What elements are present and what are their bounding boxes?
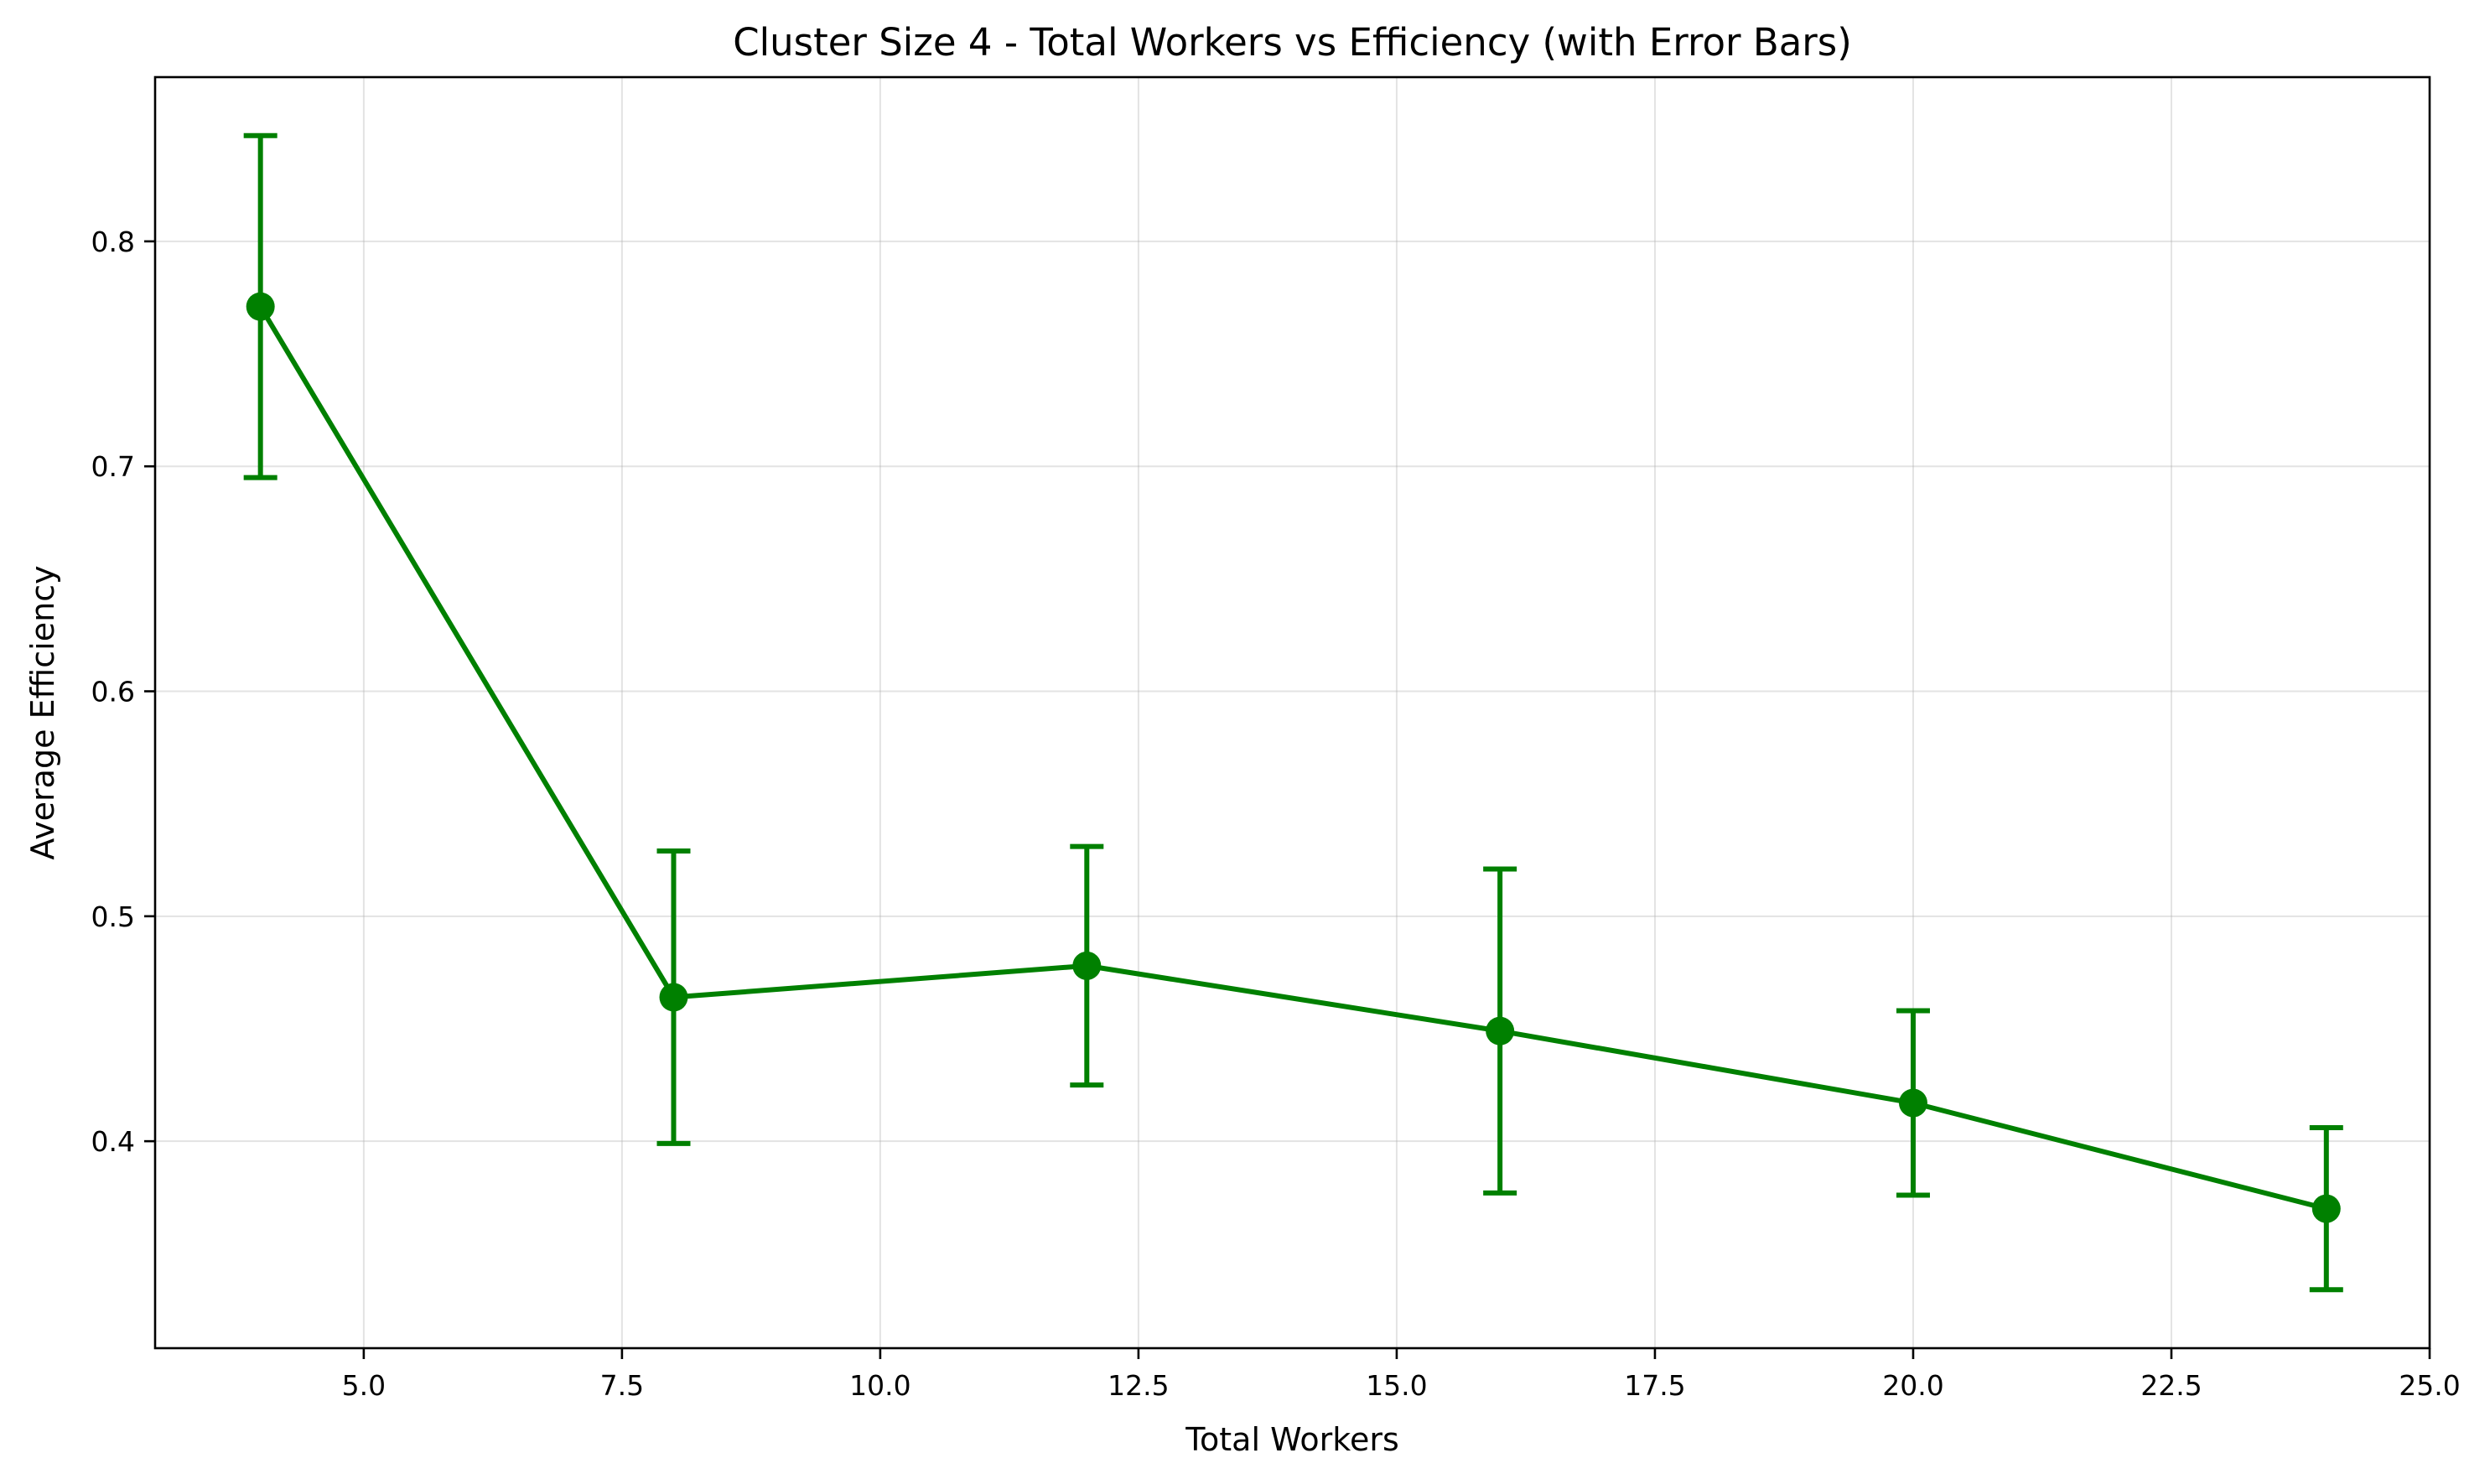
x-tick-label: 17.5	[1624, 1369, 1685, 1402]
data-point	[1072, 951, 1102, 980]
x-tick-label: 5.0	[342, 1369, 386, 1402]
x-tick-label: 22.5	[2140, 1369, 2202, 1402]
y-tick-label: 0.7	[91, 450, 135, 483]
data-point	[2311, 1194, 2341, 1223]
y-tick-label: 0.4	[91, 1125, 135, 1158]
series-line	[258, 305, 2327, 1212]
series-layer	[243, 132, 2343, 1293]
x-tick-label: 7.5	[600, 1369, 644, 1402]
data-point	[1486, 1016, 1515, 1046]
x-tick-label: 20.0	[1882, 1369, 1943, 1402]
axes-frame	[153, 75, 2431, 1350]
data-point	[246, 292, 275, 321]
y-tick-label: 0.8	[91, 226, 135, 258]
data-point	[1898, 1088, 1927, 1118]
x-tick-label: 10.0	[849, 1369, 910, 1402]
x-tick-label: 25.0	[2399, 1369, 2460, 1402]
chart-title: Cluster Size 4 - Total Workers vs Effici…	[733, 20, 1852, 65]
data-point	[659, 983, 688, 1012]
y-axis-label: Average Efficiency	[24, 565, 61, 859]
x-axis-label: Total Workers	[1185, 1421, 1399, 1458]
grid-layer	[155, 77, 2430, 1348]
y-tick-label: 0.6	[91, 676, 135, 708]
x-tick-label: 12.5	[1108, 1369, 1169, 1402]
y-tick-label: 0.5	[91, 900, 135, 933]
tick-layer: 5.0 7.5 10.0 12.5 15.0 17.5 20.0 22.5 25.0 0.4 0.5…	[91, 226, 2461, 1402]
x-tick-label: 15.0	[1366, 1369, 1427, 1402]
